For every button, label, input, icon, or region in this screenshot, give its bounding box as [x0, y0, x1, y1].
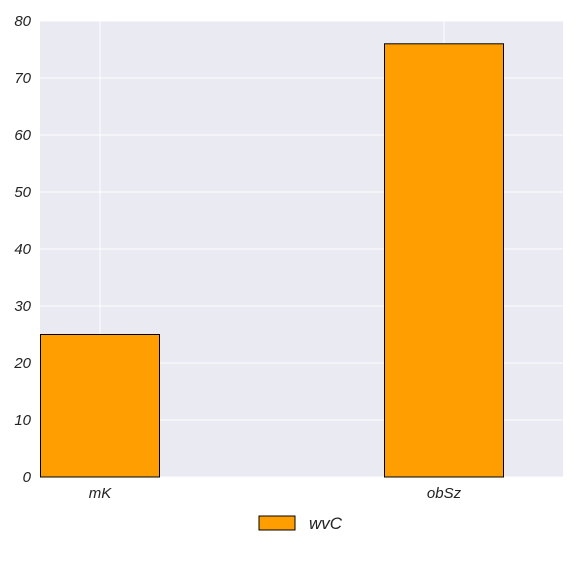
bar-obSz — [384, 43, 504, 478]
legend-label: wvC — [309, 514, 343, 533]
y-tick-label: 50 — [14, 184, 31, 201]
y-tick-label: 70 — [14, 70, 31, 87]
legend: wvC — [258, 514, 343, 533]
y-tick-label: 40 — [14, 241, 31, 258]
y-tick-labels: 0 10 20 30 40 50 60 70 80 — [13, 13, 31, 486]
y-tick-label: 10 — [14, 412, 31, 429]
x-tick-label: mK — [89, 485, 112, 502]
y-tick-label: 30 — [14, 298, 31, 315]
y-tick-label: 0 — [23, 469, 32, 486]
y-tick-label: 20 — [13, 355, 31, 372]
y-tick-label: 80 — [14, 13, 31, 30]
x-tick-labels: mK obSz — [89, 485, 462, 502]
y-tick-label: 60 — [14, 127, 31, 144]
bars — [40, 43, 504, 478]
legend-swatch — [258, 515, 296, 531]
bar-mK — [40, 334, 160, 478]
x-tick-label: obSz — [427, 485, 462, 502]
